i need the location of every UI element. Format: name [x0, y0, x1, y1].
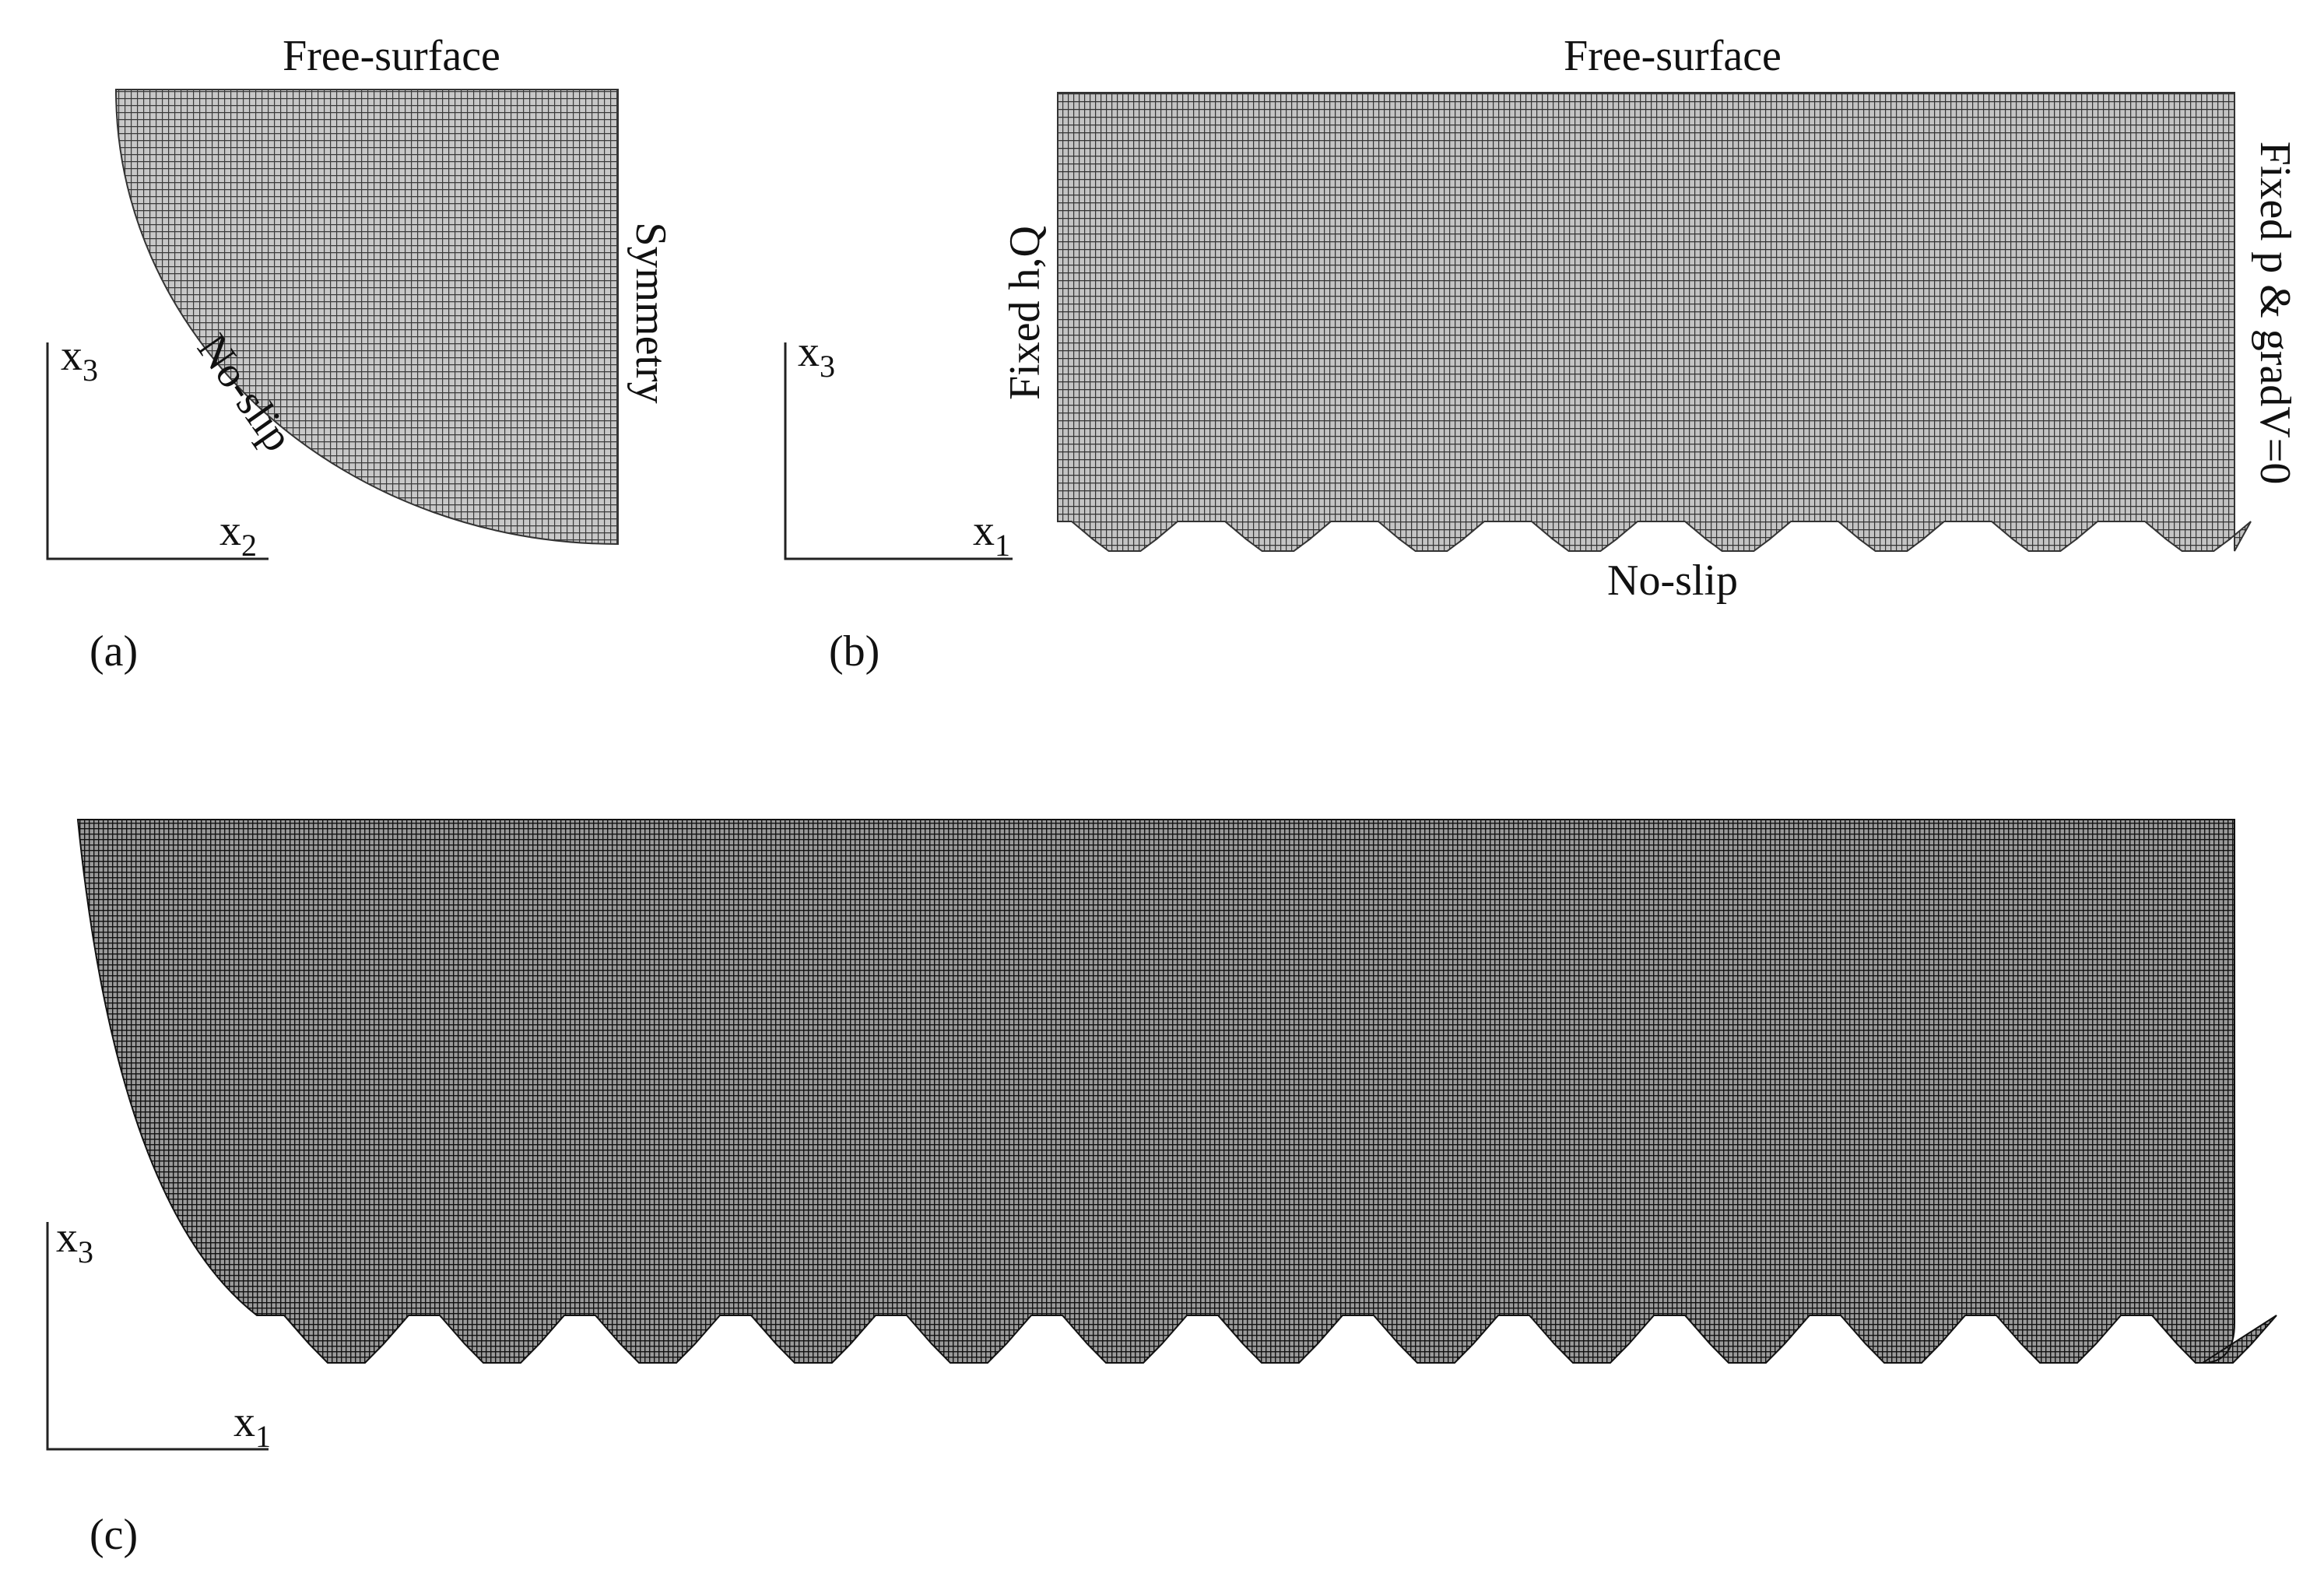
boundary-label: Fixed p & gradV=0: [2251, 142, 2299, 485]
mesh-b: [1057, 92, 2252, 552]
boundary-label: No-slip: [1607, 557, 1738, 605]
axes: [46, 1222, 269, 1451]
axis-label: x3: [56, 1213, 93, 1269]
boundary-label: Fixed h,Q: [1001, 226, 1049, 400]
boundary-label: Free-surface: [1564, 32, 1782, 80]
mesh-c: [76, 819, 2277, 1364]
axis-label: x3: [798, 328, 835, 384]
panel-label: (a): [90, 627, 138, 676]
axes: [784, 342, 1013, 560]
panel-label: (b): [829, 627, 879, 676]
axes: [46, 342, 269, 560]
axis-label: x3: [61, 332, 98, 388]
axis-label: x1: [973, 507, 1010, 563]
boundary-label: Free-surface: [283, 32, 500, 80]
panel-label: (c): [90, 1511, 138, 1559]
boundary-label: Symmetry: [627, 222, 675, 403]
axis-label: x2: [219, 507, 257, 563]
mesh-a: [114, 89, 619, 546]
axis-label: x1: [233, 1398, 271, 1454]
